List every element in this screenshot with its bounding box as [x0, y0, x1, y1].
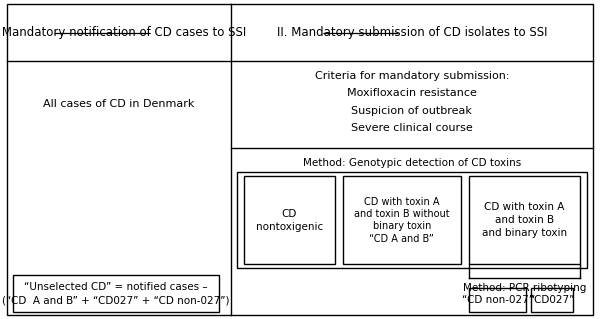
Text: Criteria for mandatory submission:: Criteria for mandatory submission: — [314, 71, 509, 81]
Text: All cases of CD in Denmark: All cases of CD in Denmark — [43, 100, 195, 109]
Text: “Unselected CD” = notified cases –
(“CD  A and B” + “CD027” + “CD non-027”): “Unselected CD” = notified cases – (“CD … — [2, 282, 230, 305]
Bar — [469, 176, 580, 264]
Text: Severe clinical course: Severe clinical course — [351, 123, 473, 133]
Text: CD with toxin A
and toxin B
and binary toxin: CD with toxin A and toxin B and binary t… — [482, 202, 567, 238]
Text: “CD non-027”: “CD non-027” — [461, 295, 533, 305]
Text: Suspicion of outbreak: Suspicion of outbreak — [352, 106, 472, 116]
Bar — [237, 172, 587, 268]
Bar — [343, 176, 461, 264]
Text: I. Mandatory notification of CD cases to SSI: I. Mandatory notification of CD cases to… — [0, 26, 247, 39]
Text: II. Mandatory submission of CD isolates to SSI: II. Mandatory submission of CD isolates … — [277, 26, 547, 39]
Text: “CD027”: “CD027” — [530, 295, 575, 305]
Bar — [531, 288, 574, 312]
Text: CD
nontoxigenic: CD nontoxigenic — [256, 209, 323, 232]
Bar — [13, 275, 219, 312]
Text: CD with toxin A
and toxin B without
binary toxin
“CD A and B”: CD with toxin A and toxin B without bina… — [354, 197, 449, 244]
Text: Moxifloxacin resistance: Moxifloxacin resistance — [347, 88, 477, 98]
Text: Method: Genotypic detection of CD toxins: Method: Genotypic detection of CD toxins — [303, 158, 521, 168]
Bar — [469, 288, 526, 312]
Bar — [244, 176, 335, 264]
Text: Method: PCR ribotyping: Method: PCR ribotyping — [463, 283, 586, 293]
